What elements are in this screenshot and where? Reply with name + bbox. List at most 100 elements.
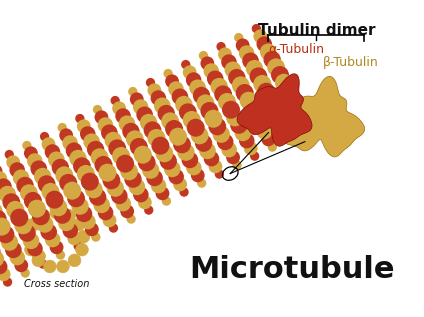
Circle shape xyxy=(6,201,24,219)
Circle shape xyxy=(234,125,251,141)
Circle shape xyxy=(58,215,75,231)
Circle shape xyxy=(111,96,120,105)
Circle shape xyxy=(250,68,267,85)
Circle shape xyxy=(144,121,162,139)
Circle shape xyxy=(77,165,95,183)
Circle shape xyxy=(191,126,209,144)
Circle shape xyxy=(0,164,3,178)
Circle shape xyxy=(58,123,67,132)
Circle shape xyxy=(154,97,170,114)
Circle shape xyxy=(45,232,60,247)
Circle shape xyxy=(109,223,118,233)
Circle shape xyxy=(0,250,4,267)
Circle shape xyxy=(142,161,159,179)
Circle shape xyxy=(93,197,110,213)
Circle shape xyxy=(165,120,183,138)
Circle shape xyxy=(10,209,28,227)
Circle shape xyxy=(27,241,43,256)
Circle shape xyxy=(80,214,96,230)
Circle shape xyxy=(236,38,250,52)
Circle shape xyxy=(0,267,11,281)
Circle shape xyxy=(38,175,56,193)
Circle shape xyxy=(6,155,20,169)
Circle shape xyxy=(134,146,152,164)
Circle shape xyxy=(181,152,198,168)
Circle shape xyxy=(186,72,201,88)
Circle shape xyxy=(201,102,218,120)
Circle shape xyxy=(270,107,287,123)
Circle shape xyxy=(21,268,30,278)
Circle shape xyxy=(214,85,232,103)
Circle shape xyxy=(0,202,3,220)
Circle shape xyxy=(76,205,92,222)
Circle shape xyxy=(244,100,262,117)
Circle shape xyxy=(98,164,117,182)
Circle shape xyxy=(133,99,148,115)
Circle shape xyxy=(189,80,206,96)
Circle shape xyxy=(193,87,210,104)
Circle shape xyxy=(89,189,106,206)
Circle shape xyxy=(137,107,153,123)
Circle shape xyxy=(37,210,50,222)
Circle shape xyxy=(75,114,84,123)
Circle shape xyxy=(23,230,36,243)
Circle shape xyxy=(130,92,144,106)
Circle shape xyxy=(85,223,99,236)
Circle shape xyxy=(240,92,258,110)
Circle shape xyxy=(230,117,248,134)
Circle shape xyxy=(1,233,18,251)
Circle shape xyxy=(107,179,124,197)
Circle shape xyxy=(36,216,53,233)
Circle shape xyxy=(5,150,14,159)
Circle shape xyxy=(28,218,40,231)
Circle shape xyxy=(183,111,201,129)
Circle shape xyxy=(183,65,197,79)
Circle shape xyxy=(23,233,39,249)
Circle shape xyxy=(260,43,276,60)
Text: Tubulin dimer: Tubulin dimer xyxy=(258,23,376,38)
Circle shape xyxy=(248,107,265,125)
Circle shape xyxy=(285,133,295,143)
Circle shape xyxy=(257,36,272,52)
Circle shape xyxy=(14,217,32,234)
Circle shape xyxy=(274,115,290,130)
Circle shape xyxy=(31,160,47,177)
Circle shape xyxy=(52,159,69,176)
Circle shape xyxy=(138,196,152,209)
Circle shape xyxy=(20,184,38,202)
Circle shape xyxy=(148,129,165,147)
Circle shape xyxy=(84,133,100,150)
Circle shape xyxy=(159,152,177,170)
Circle shape xyxy=(234,33,243,42)
Circle shape xyxy=(212,126,230,143)
Circle shape xyxy=(101,125,117,141)
Circle shape xyxy=(225,61,241,78)
Circle shape xyxy=(138,153,156,171)
Circle shape xyxy=(239,45,254,61)
Circle shape xyxy=(67,231,81,245)
Circle shape xyxy=(130,138,148,156)
Circle shape xyxy=(50,240,64,254)
Circle shape xyxy=(218,48,232,61)
Circle shape xyxy=(59,174,77,192)
Circle shape xyxy=(161,112,179,130)
Circle shape xyxy=(164,69,173,78)
Text: Microtubule: Microtubule xyxy=(189,255,395,284)
Circle shape xyxy=(204,151,219,166)
Circle shape xyxy=(201,56,214,70)
Circle shape xyxy=(165,74,179,88)
Circle shape xyxy=(62,223,78,238)
Circle shape xyxy=(232,76,250,94)
Circle shape xyxy=(217,134,234,150)
Circle shape xyxy=(80,126,95,142)
Circle shape xyxy=(73,157,91,175)
Circle shape xyxy=(34,168,51,185)
Circle shape xyxy=(128,178,145,195)
Circle shape xyxy=(28,200,46,218)
Circle shape xyxy=(126,214,136,224)
Circle shape xyxy=(5,242,22,258)
Circle shape xyxy=(18,224,36,242)
Circle shape xyxy=(226,108,244,126)
Circle shape xyxy=(68,254,81,267)
Circle shape xyxy=(197,178,206,188)
